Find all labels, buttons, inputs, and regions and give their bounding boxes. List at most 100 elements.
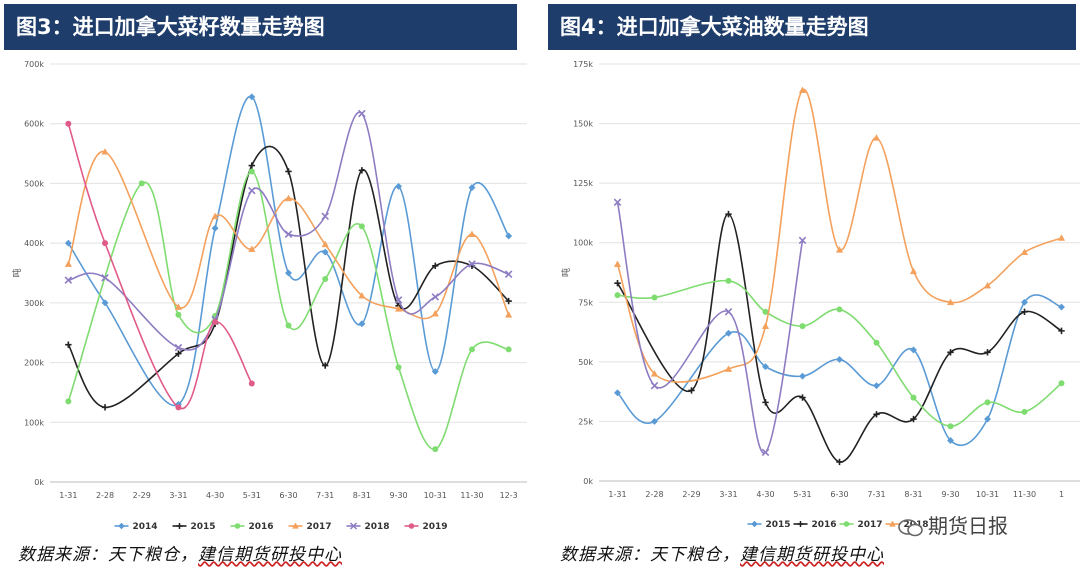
data-point bbox=[248, 186, 256, 195]
legend-label: 2015 bbox=[191, 522, 216, 532]
data-point bbox=[724, 365, 733, 372]
data-point bbox=[1057, 234, 1066, 241]
y-tick-label: 75k bbox=[578, 298, 593, 307]
series-line-2015 bbox=[616, 294, 1062, 447]
data-point bbox=[211, 212, 219, 220]
y-axis-label: 吨 bbox=[11, 268, 23, 277]
legend-marker bbox=[176, 523, 183, 529]
legend-label: 2017 bbox=[858, 520, 883, 530]
x-tick-label: 9-30 bbox=[941, 490, 959, 499]
data-point bbox=[322, 275, 329, 282]
legend-item-2018: 2018 bbox=[346, 522, 390, 532]
left-source-note: 数据来源：天下粮仓，建信期货研投中心 bbox=[18, 540, 342, 565]
data-point bbox=[358, 291, 366, 299]
data-point bbox=[984, 349, 991, 356]
data-point bbox=[65, 120, 72, 127]
data-point bbox=[65, 398, 72, 405]
data-point bbox=[358, 109, 366, 118]
legend-label: 2015 bbox=[766, 520, 791, 530]
data-point bbox=[613, 260, 622, 267]
data-point bbox=[761, 363, 770, 371]
x-tick-label: 2-29 bbox=[682, 490, 700, 499]
data-point bbox=[614, 292, 621, 299]
data-point bbox=[1021, 408, 1028, 415]
series-line-2016 bbox=[67, 170, 509, 450]
data-point bbox=[505, 232, 513, 240]
data-point bbox=[394, 305, 403, 312]
watermark-text: 期货日报 bbox=[928, 514, 1008, 538]
data-point bbox=[836, 458, 843, 466]
data-point bbox=[798, 236, 807, 245]
x-tick-label: 10-31 bbox=[424, 491, 447, 500]
data-point bbox=[650, 417, 659, 425]
x-tick-label: 8-31 bbox=[353, 491, 371, 500]
data-point bbox=[724, 329, 733, 337]
series-line-2014 bbox=[67, 95, 510, 407]
data-point bbox=[431, 293, 440, 301]
x-tick-label: 11-30 bbox=[460, 491, 483, 500]
data-point bbox=[799, 323, 806, 330]
x-tick-label: 3-31 bbox=[719, 490, 737, 499]
data-point bbox=[101, 148, 109, 155]
x-tick-label: 5-31 bbox=[793, 490, 811, 499]
data-point bbox=[984, 399, 991, 406]
data-point bbox=[1058, 380, 1065, 387]
legend-marker bbox=[408, 523, 415, 529]
data-point bbox=[284, 194, 293, 202]
data-point bbox=[101, 299, 109, 307]
legend-label: 2018 bbox=[365, 522, 390, 532]
data-point bbox=[101, 274, 109, 282]
y-tick-label: 0k bbox=[583, 477, 593, 486]
legend-item-2019: 2019 bbox=[404, 522, 448, 532]
data-point bbox=[64, 276, 73, 284]
wechat-icon bbox=[898, 518, 923, 536]
data-point bbox=[947, 349, 954, 356]
data-point bbox=[431, 367, 439, 376]
watermark: 期货日报 bbox=[898, 510, 1008, 539]
data-point bbox=[614, 280, 621, 287]
data-point bbox=[613, 389, 622, 397]
data-point bbox=[873, 411, 880, 418]
legend-item-2017: 2017 bbox=[288, 522, 332, 532]
data-point bbox=[650, 370, 659, 377]
right-source-suffix: 建信期货研投中心 bbox=[740, 545, 884, 565]
x-tick-label: 7-31 bbox=[867, 490, 885, 499]
legend-label: 2016 bbox=[812, 520, 837, 530]
data-point bbox=[101, 404, 109, 411]
y-tick-label: 300k bbox=[24, 299, 44, 308]
data-point bbox=[468, 260, 476, 268]
x-tick-label: 1-31 bbox=[608, 490, 626, 499]
data-point bbox=[321, 362, 329, 369]
legend-marker bbox=[751, 520, 758, 528]
legend-item-2016: 2016 bbox=[793, 520, 837, 530]
data-point bbox=[761, 448, 770, 457]
legend-label: 2016 bbox=[249, 522, 274, 532]
data-point bbox=[468, 184, 476, 192]
x-tick-label: 4-30 bbox=[756, 490, 774, 499]
data-point bbox=[799, 394, 806, 401]
data-point bbox=[946, 298, 955, 306]
x-tick-label: 2-28 bbox=[645, 490, 663, 499]
data-point bbox=[65, 341, 72, 348]
rapeseed-oil-import-chart: 0k 25k 50k 75k 100k 125k 150k 175k 1-31 2-28 2-29 3… bbox=[560, 60, 1080, 530]
legend-label: 2017 bbox=[307, 522, 332, 532]
y-tick-label: 0k bbox=[34, 478, 44, 487]
right-source-prefix: 数据来源：天下粮仓， bbox=[560, 545, 740, 565]
data-point bbox=[248, 93, 256, 101]
y-tick-label: 200k bbox=[24, 359, 44, 368]
data-point bbox=[1058, 327, 1065, 335]
data-point bbox=[174, 303, 183, 310]
legend-marker bbox=[889, 520, 896, 527]
data-point bbox=[762, 399, 769, 406]
data-point bbox=[724, 308, 733, 316]
legend-item-2014: 2014 bbox=[114, 522, 158, 532]
legend-item-2016: 2016 bbox=[230, 522, 274, 532]
left-source-prefix: 数据来源：天下粮仓， bbox=[18, 545, 198, 565]
data-point bbox=[102, 240, 109, 247]
data-point bbox=[284, 230, 293, 238]
y-tick-label: 500k bbox=[24, 179, 44, 188]
y-tick-label: 100k bbox=[24, 418, 44, 427]
data-point bbox=[983, 415, 992, 423]
data-point bbox=[835, 246, 844, 253]
x-tick-label: 6-30 bbox=[830, 490, 848, 499]
